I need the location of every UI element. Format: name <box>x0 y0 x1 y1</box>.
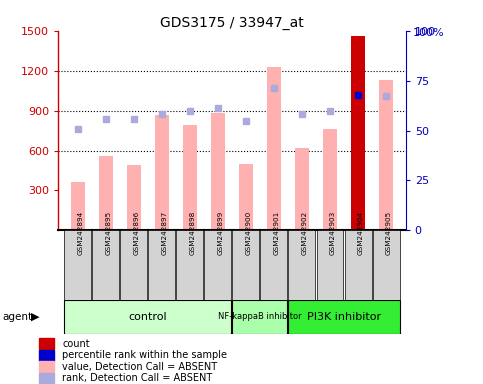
Text: GSM242894: GSM242894 <box>78 210 84 255</box>
Title: GDS3175 / 33947_at: GDS3175 / 33947_at <box>160 16 304 30</box>
FancyBboxPatch shape <box>64 230 91 300</box>
Bar <box>211 113 225 230</box>
Text: percentile rank within the sample: percentile rank within the sample <box>62 350 227 360</box>
FancyBboxPatch shape <box>288 300 399 334</box>
Bar <box>267 67 281 230</box>
Text: control: control <box>128 312 167 322</box>
Bar <box>71 182 85 230</box>
Text: 100%: 100% <box>412 28 444 38</box>
Bar <box>39 373 54 384</box>
Text: GSM242897: GSM242897 <box>162 210 168 255</box>
FancyBboxPatch shape <box>372 230 399 300</box>
Text: GSM242903: GSM242903 <box>330 210 336 255</box>
Text: GSM242898: GSM242898 <box>190 210 196 255</box>
Bar <box>183 125 197 230</box>
FancyBboxPatch shape <box>344 230 371 300</box>
Text: ▶: ▶ <box>31 312 40 322</box>
Bar <box>155 114 169 230</box>
FancyBboxPatch shape <box>232 300 287 334</box>
Text: GSM242902: GSM242902 <box>302 210 308 255</box>
FancyBboxPatch shape <box>92 230 119 300</box>
Bar <box>295 148 309 230</box>
FancyBboxPatch shape <box>204 230 231 300</box>
FancyBboxPatch shape <box>148 230 175 300</box>
Text: PI3K inhibitor: PI3K inhibitor <box>307 312 381 322</box>
Bar <box>39 338 54 349</box>
FancyBboxPatch shape <box>288 230 315 300</box>
Text: GSM242901: GSM242901 <box>274 210 280 255</box>
Bar <box>127 165 141 230</box>
Text: agent: agent <box>2 312 32 322</box>
Text: GSM242904: GSM242904 <box>358 210 364 255</box>
Bar <box>351 36 365 230</box>
Text: GSM242895: GSM242895 <box>106 210 112 255</box>
FancyBboxPatch shape <box>260 230 287 300</box>
Bar <box>239 164 253 230</box>
FancyBboxPatch shape <box>120 230 147 300</box>
Bar <box>379 80 393 230</box>
Bar <box>39 361 54 372</box>
FancyBboxPatch shape <box>316 230 343 300</box>
Bar <box>323 129 337 230</box>
Text: GSM242900: GSM242900 <box>246 210 252 255</box>
Text: count: count <box>62 339 90 349</box>
FancyBboxPatch shape <box>64 300 231 334</box>
Bar <box>39 350 54 361</box>
Text: GSM242905: GSM242905 <box>386 210 392 255</box>
Text: NF-kappaB inhibitor: NF-kappaB inhibitor <box>218 312 302 321</box>
Text: GSM242896: GSM242896 <box>134 210 140 255</box>
Text: rank, Detection Call = ABSENT: rank, Detection Call = ABSENT <box>62 373 212 383</box>
FancyBboxPatch shape <box>232 230 259 300</box>
FancyBboxPatch shape <box>176 230 203 300</box>
Text: GSM242899: GSM242899 <box>218 210 224 255</box>
Bar <box>99 156 113 230</box>
Text: value, Detection Call = ABSENT: value, Detection Call = ABSENT <box>62 362 217 372</box>
